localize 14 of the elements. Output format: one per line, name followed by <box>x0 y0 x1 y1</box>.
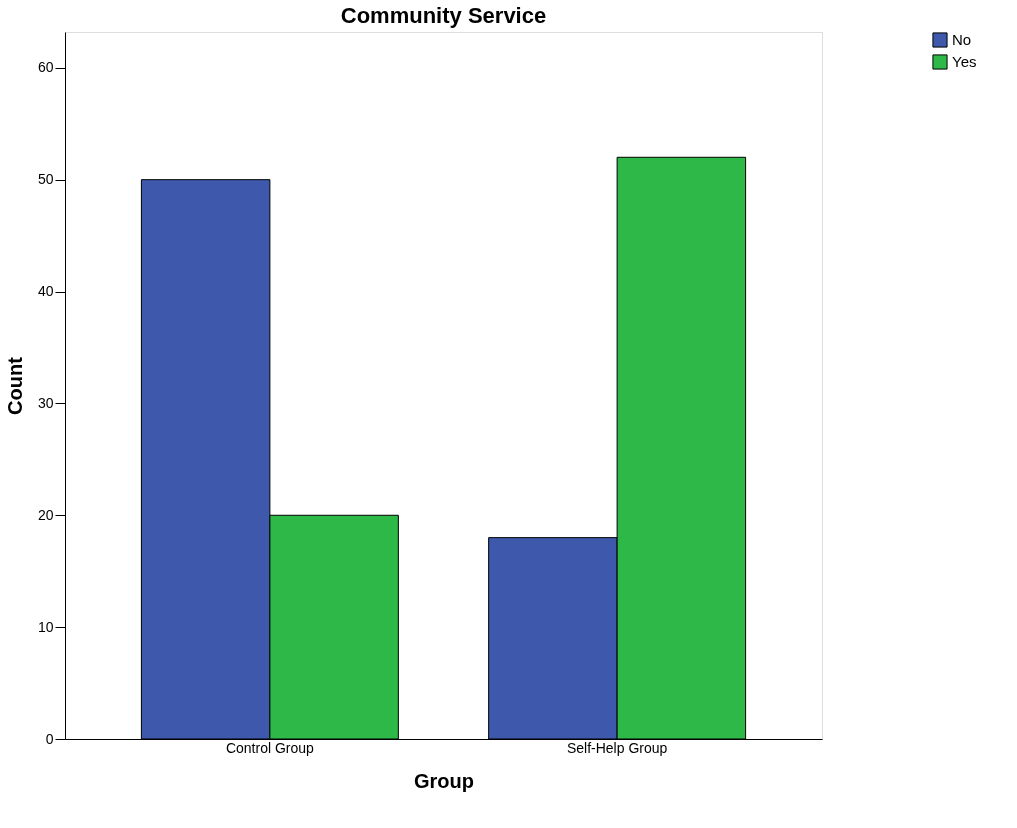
y-tick-label: 50 <box>37 171 54 188</box>
y-axis-title: Count <box>3 356 26 415</box>
x-axis-title: Group <box>414 769 474 792</box>
chart-title: Community Service <box>340 3 547 28</box>
y-tick-label: 20 <box>37 506 54 523</box>
y-tick-label: 10 <box>37 618 54 635</box>
y-tick-label: 0 <box>45 730 54 747</box>
y-tick-label: 40 <box>37 283 54 300</box>
y-tick-label: 60 <box>37 59 54 76</box>
legend-label: Yes <box>952 53 977 70</box>
x-tick-label: Control Group <box>225 739 315 756</box>
legend-label: No <box>952 31 972 48</box>
x-tick-label: Self-Help Group <box>566 739 668 756</box>
y-tick-label: 30 <box>37 394 54 411</box>
